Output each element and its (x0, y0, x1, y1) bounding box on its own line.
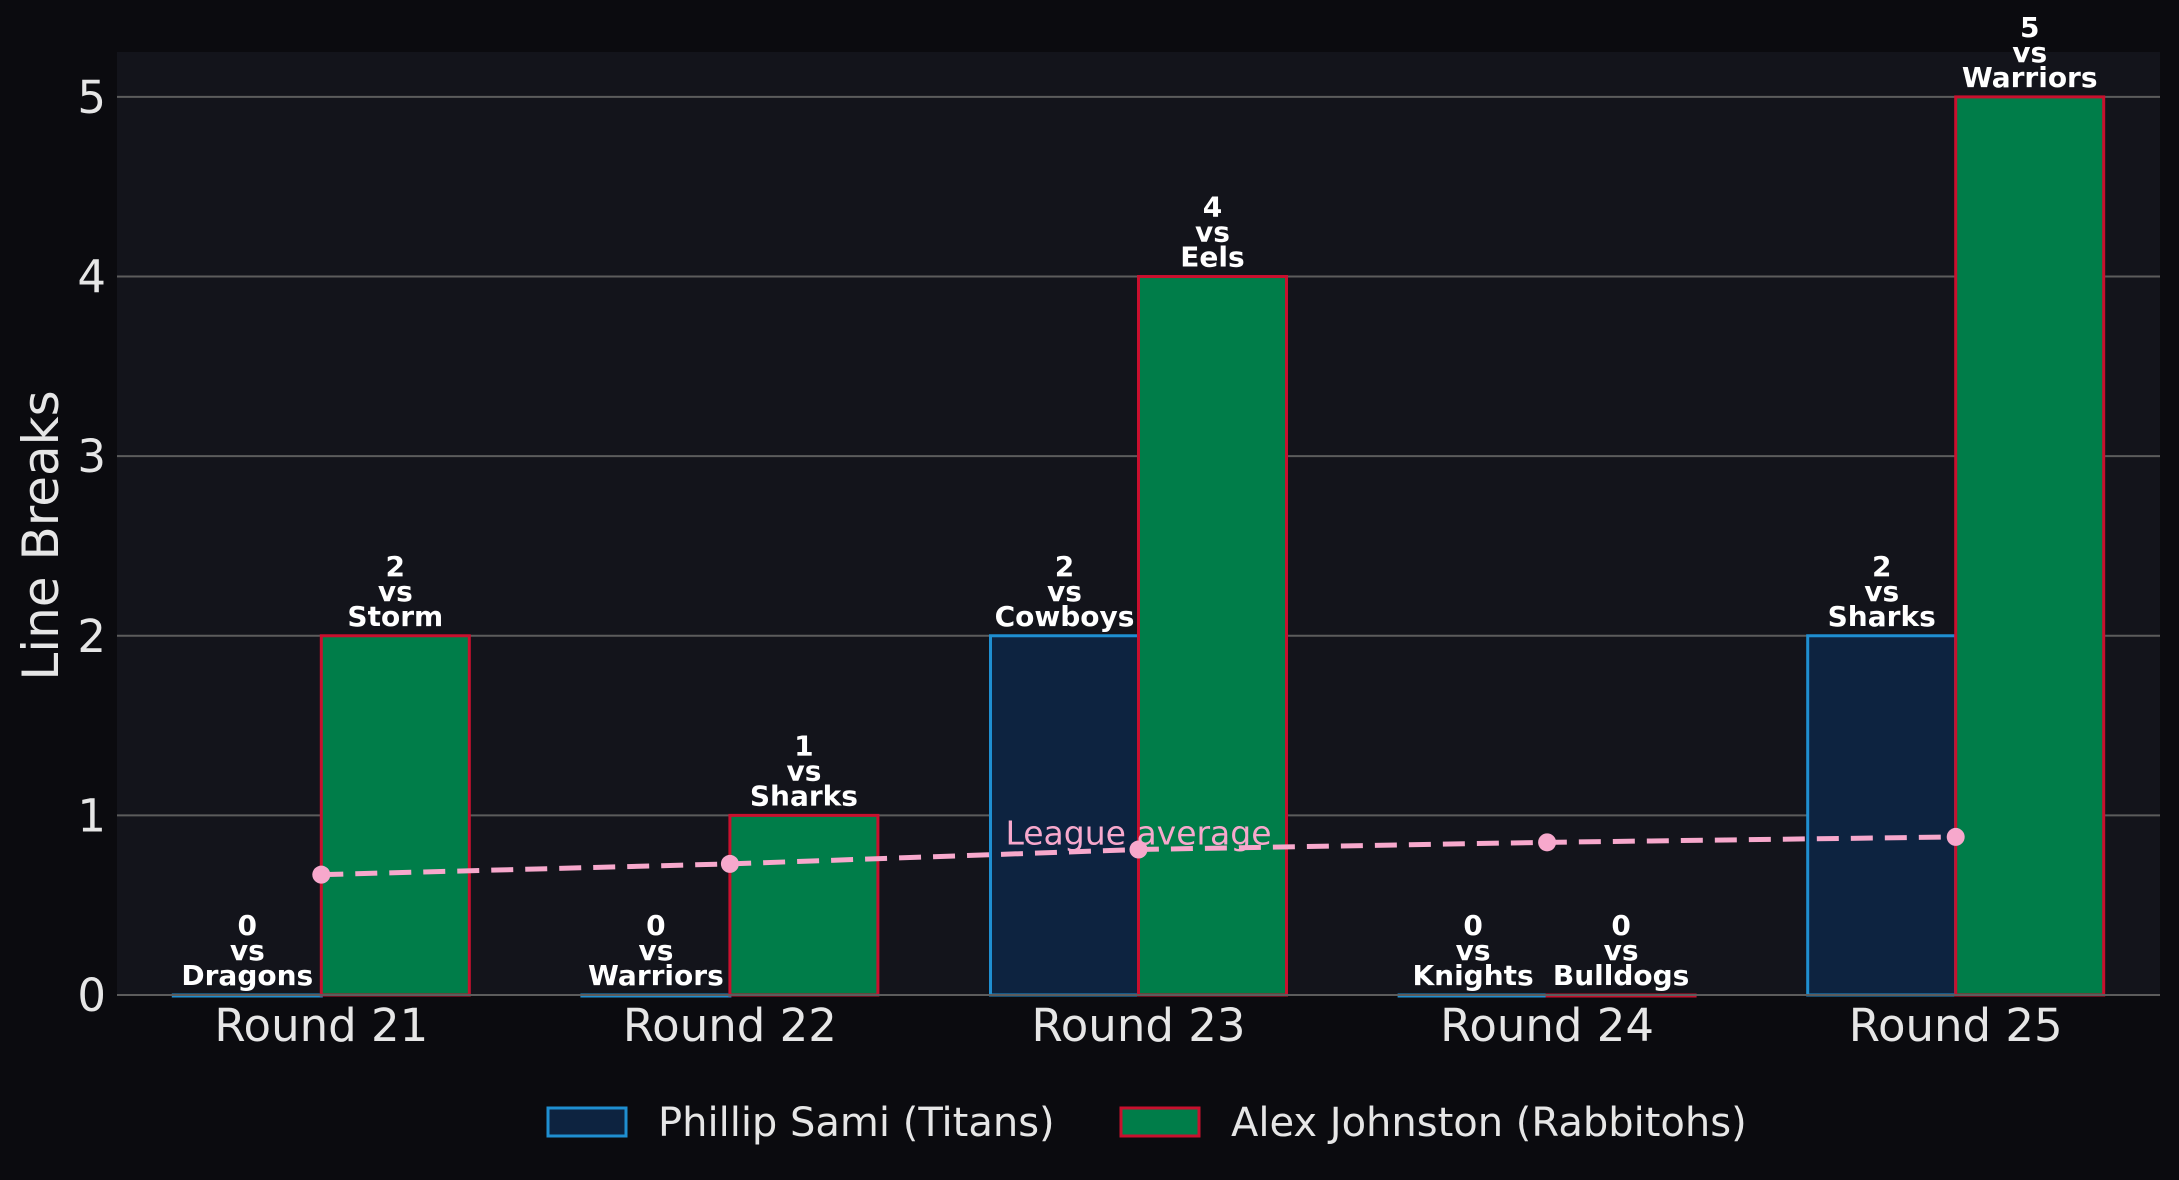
bar-label: 1 (794, 729, 813, 762)
league-average-point (1946, 827, 1965, 846)
y-tick-label: 4 (77, 251, 106, 304)
bar-label: vs (1864, 575, 1899, 608)
league-average-line: League average (312, 814, 1965, 884)
x-tick-label: Round 22 (623, 999, 837, 1052)
bar-label: vs (2012, 36, 2047, 69)
bar-label: vs (1456, 934, 1491, 967)
x-axis: Round 21 Round 22 Round 23 Round 24 Round 25 (117, 994, 2160, 1052)
bar-sami (1806, 634, 1958, 997)
x-tick-label: Round 21 (214, 999, 428, 1052)
league-average-point (1129, 840, 1148, 859)
bar-label: 2 (386, 550, 405, 583)
y-tick-label: 0 (77, 969, 106, 1022)
bar-label: 2 (1872, 550, 1891, 583)
league-average-point (312, 865, 331, 884)
x-tick-label: Round 25 (1849, 999, 2063, 1052)
bar-label: vs (378, 575, 413, 608)
bar-label: Warriors (588, 959, 724, 992)
legend-swatch-sami (546, 1106, 628, 1138)
bar-label: vs (1047, 575, 1082, 608)
bar-label: 2 (1055, 550, 1074, 583)
y-tick-label: 1 (77, 789, 106, 842)
bar-johnston (1954, 95, 2106, 997)
bar-label: 0 (646, 909, 665, 942)
league-average-point (1538, 833, 1557, 852)
bar-labels: 0vsDragons2vsStorm0vsWarriors1vsSharks2v… (181, 11, 2097, 992)
bar-label: Storm (347, 600, 443, 633)
y-tick-label: 2 (77, 610, 106, 663)
x-tick-label: Round 24 (1440, 999, 1654, 1052)
bar-johnston (728, 813, 880, 997)
bar-label: Sharks (750, 779, 858, 812)
bar-label: 0 (1611, 909, 1630, 942)
bar-label: 4 (1203, 191, 1222, 224)
bar-label: vs (786, 754, 821, 787)
bar-label: vs (1604, 934, 1639, 967)
bar-label: Eels (1180, 241, 1244, 274)
bar-johnston (319, 634, 471, 997)
bar-label: Cowboys (995, 600, 1135, 633)
bar-johnston (1137, 275, 1288, 997)
y-tick-label: 5 (77, 71, 106, 124)
bar-label: vs (1195, 216, 1230, 249)
bar-label: 0 (238, 909, 257, 942)
bar-label: Bulldogs (1553, 959, 1689, 992)
x-tick-label: Round 23 (1032, 999, 1246, 1052)
bar-label: 5 (2020, 11, 2039, 44)
bars (171, 95, 2106, 998)
y-tick-label: 3 (77, 430, 106, 483)
league-average-point (720, 854, 739, 873)
y-axis: 0 1 2 3 4 5 (77, 71, 106, 1022)
legend: Phillip Sami (Titans) Alex Johnston (Rabb… (546, 1100, 1747, 1146)
bar-label: vs (230, 934, 265, 967)
legend-label: Alex Johnston (Rabbitohs) (1231, 1100, 1747, 1146)
bar-label: 0 (1463, 909, 1482, 942)
bar-label: vs (638, 934, 673, 967)
y-axis-title: Line Breaks (12, 390, 70, 680)
bar-label: Dragons (181, 959, 313, 992)
bar-label: Warriors (1962, 61, 2098, 94)
bar-label: Sharks (1828, 600, 1936, 633)
bar-label: Knights (1412, 959, 1533, 992)
legend-swatch-johnston (1119, 1106, 1201, 1138)
league-average-label: League average (1005, 814, 1271, 853)
legend-label: Phillip Sami (Titans) (658, 1100, 1055, 1146)
